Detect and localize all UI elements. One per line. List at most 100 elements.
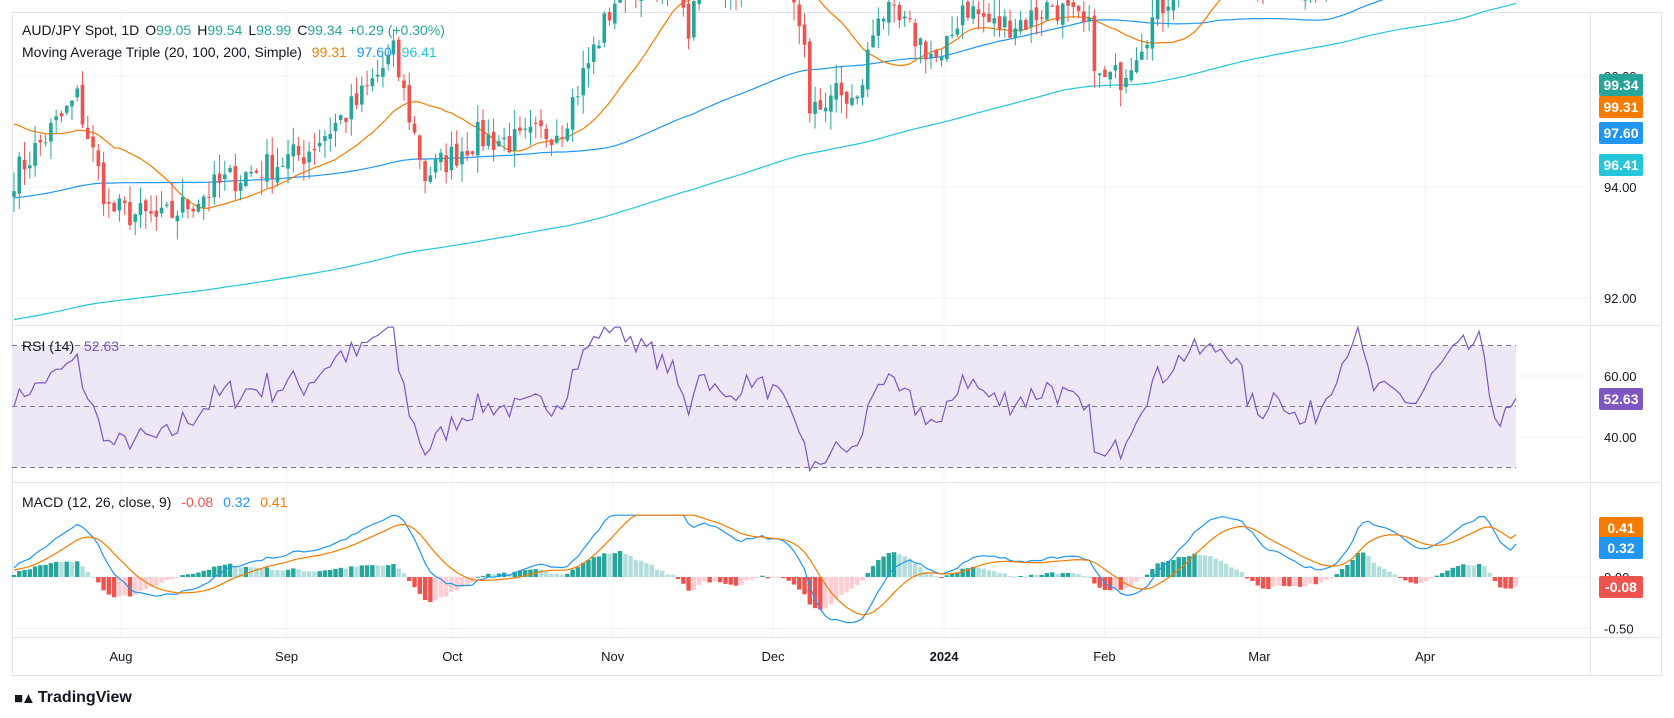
candle-body <box>929 53 933 58</box>
macd-hist-bar <box>75 561 80 577</box>
candle-body <box>249 171 253 174</box>
candle-body <box>892 4 896 6</box>
candlesticks <box>12 0 1327 240</box>
candle-body <box>254 170 259 173</box>
macd-hist-bar <box>175 577 180 579</box>
candle-body <box>850 97 854 105</box>
candle-body <box>418 135 422 161</box>
candle-body <box>333 122 338 132</box>
macd-hist-bar <box>686 577 691 591</box>
candle-body <box>180 197 185 213</box>
candle-body <box>1087 17 1091 22</box>
macd-hist-bar <box>254 567 259 577</box>
candle-body <box>470 151 475 154</box>
candle-body <box>275 167 280 183</box>
macd-hist-bar <box>612 553 617 577</box>
macd-hist-bar <box>422 577 428 601</box>
macd-hist-bar <box>1071 573 1076 577</box>
candle-body <box>307 151 311 163</box>
macd-hist-bar <box>855 577 860 586</box>
candle-body <box>523 128 528 130</box>
macd-hist-bar <box>1445 570 1450 577</box>
macd-hist-bar <box>696 577 702 586</box>
candle-body <box>207 196 211 198</box>
brand-text: TradingView <box>37 689 132 706</box>
macd-hist-bar <box>164 577 170 580</box>
macd-hist-bar <box>206 569 212 577</box>
macd-hist-bar <box>770 577 776 578</box>
candle-body <box>881 18 886 22</box>
macd-hist-bar <box>649 564 654 577</box>
ma-legend: Moving Average Triple (20, 100, 200, Sim… <box>22 44 443 60</box>
candle-body <box>497 141 501 147</box>
candle-body <box>381 67 385 77</box>
macd-hist-bar <box>1302 577 1308 587</box>
macd-hist-bar <box>1260 577 1266 589</box>
macd-hist-bar <box>644 563 649 577</box>
candle-body <box>1108 71 1112 80</box>
macd-hist-bar <box>1181 556 1187 577</box>
candle-body <box>433 159 438 173</box>
macd-hist-bar <box>85 571 90 577</box>
macd-hist-bar <box>949 573 955 577</box>
macd-hist-bar <box>90 576 96 578</box>
candle-body <box>1071 2 1076 8</box>
macd-hist-bar <box>401 573 407 577</box>
candle-body <box>586 63 591 69</box>
ohlc-o-label: O <box>145 22 157 38</box>
macd-hist-bar <box>1123 577 1129 589</box>
macd-hist-bar <box>907 558 913 577</box>
candle-body <box>1113 65 1118 71</box>
macd-hist-bar <box>602 553 607 577</box>
macd-hist-bar <box>992 571 997 577</box>
candle-body <box>955 28 960 35</box>
time-tick-label: Feb <box>1093 649 1115 664</box>
candle-body <box>865 49 870 90</box>
macd-hist-bar <box>1223 563 1229 577</box>
candle-body <box>244 172 248 186</box>
macd-hist-bar <box>623 553 628 577</box>
ohlc-open: 99.05 <box>156 22 192 38</box>
candle-body <box>1045 2 1049 20</box>
macd-hist-bar <box>133 577 138 595</box>
macd-hist-bar <box>1508 577 1513 589</box>
macd-hist-bar <box>638 560 644 577</box>
macd-hist-bar <box>1250 577 1255 582</box>
macd-hist-bar <box>364 565 370 577</box>
macd-hist-bar <box>1434 575 1440 577</box>
ma-legend-label: Moving Average Triple (20, 100, 200, Sim… <box>22 44 302 60</box>
macd-hist-bar <box>607 553 612 577</box>
macd-hist-bar <box>354 566 359 577</box>
macd-hist-bar <box>976 567 981 577</box>
macd-hist-bar <box>675 577 681 579</box>
macd-hist-bar <box>781 577 786 579</box>
candle-body <box>338 115 343 121</box>
macd-hist-bar <box>580 562 586 577</box>
macd-hist-bar <box>370 565 375 577</box>
candle-body <box>618 0 622 3</box>
macd-hist-bar <box>1324 577 1329 580</box>
macd-hist-bar <box>1081 576 1087 578</box>
macd-hist-bar <box>459 577 465 588</box>
macd-hist-bar <box>106 577 112 595</box>
macd-hist-bar <box>43 564 48 577</box>
macd-hist-bar <box>1076 574 1081 577</box>
candle-body <box>1129 70 1134 81</box>
macd-hist-bar <box>860 577 865 581</box>
candle-body <box>860 85 865 98</box>
macd-hist-bar <box>259 569 264 577</box>
macd-hist-bar <box>1060 573 1065 577</box>
macd-hist-bar <box>1382 568 1387 577</box>
macd-hist-bar <box>1197 554 1202 577</box>
candle-body <box>407 85 412 123</box>
macd-hist-bar <box>881 556 886 577</box>
candle-body <box>1029 10 1033 28</box>
candle-body <box>528 126 533 133</box>
macd-hist-bar <box>596 556 602 577</box>
macd-hist-bar <box>32 566 38 577</box>
candle-body <box>576 96 580 98</box>
tradingview-brand[interactable]: ■▲ TradingView <box>14 689 132 707</box>
macd-hist-bar <box>665 574 670 577</box>
candle-body <box>1171 0 1176 11</box>
